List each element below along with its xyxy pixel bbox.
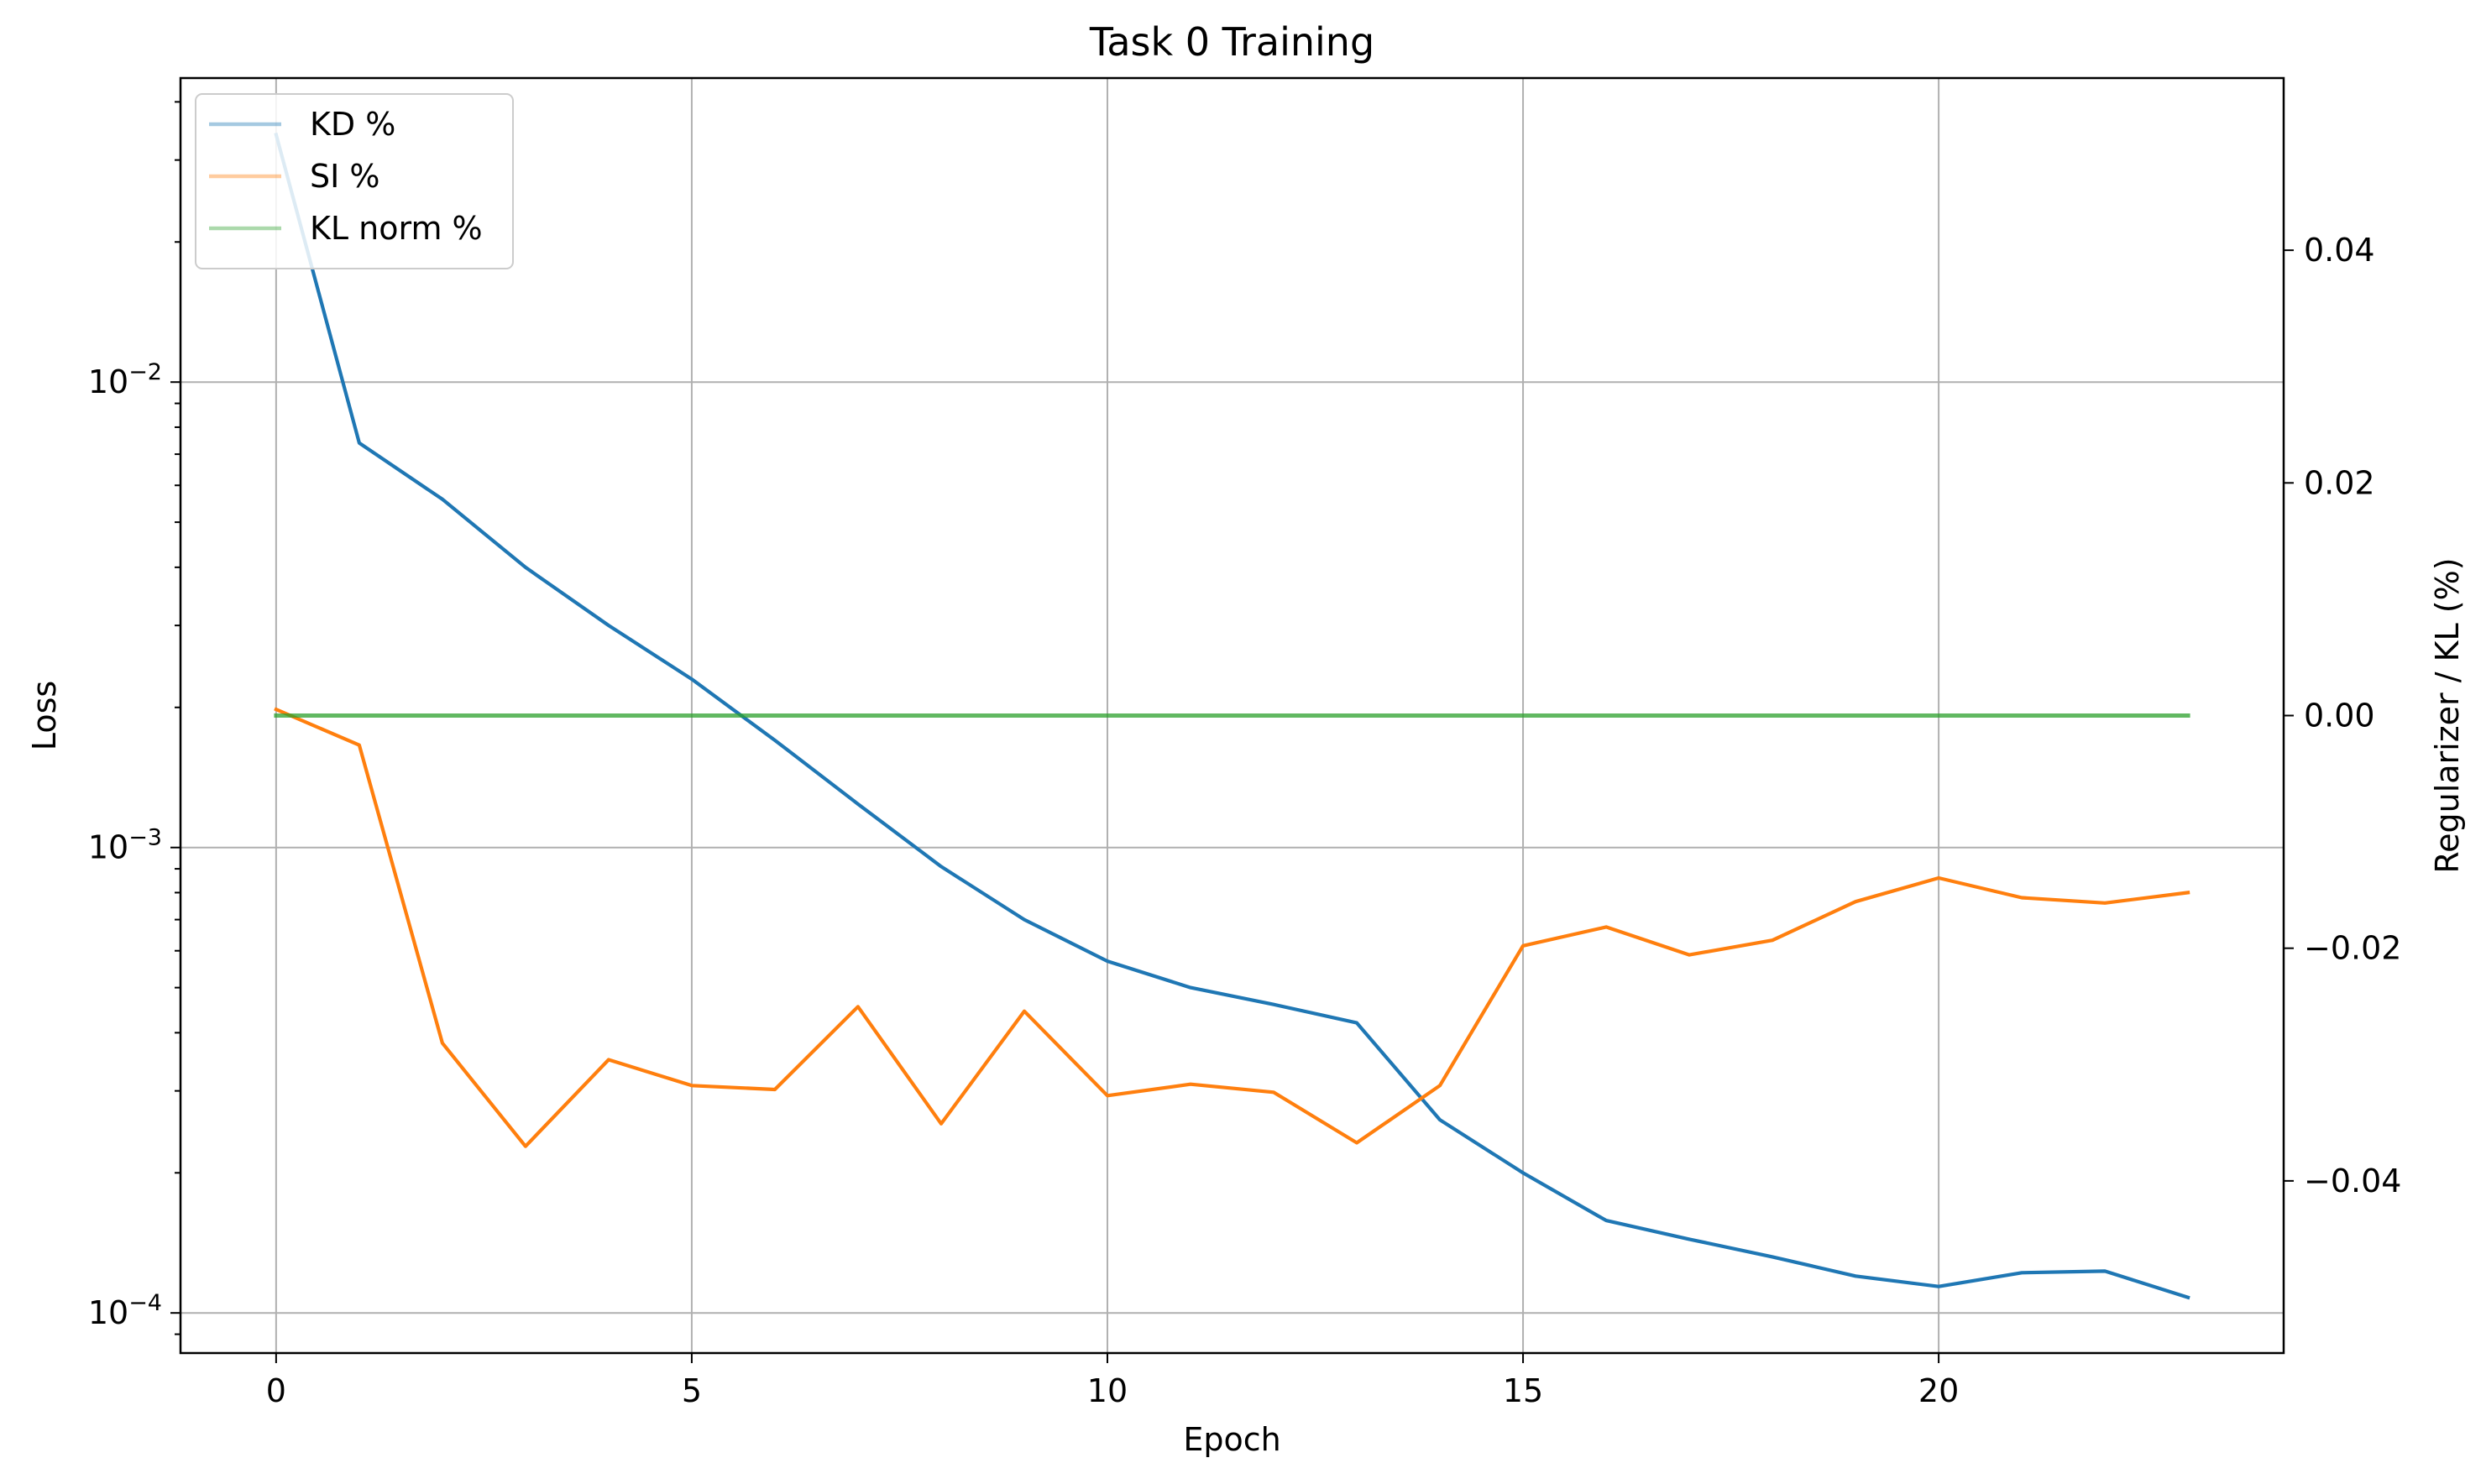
x-tick-label: 10 — [1087, 1372, 1128, 1409]
y-axis-label: Loss — [26, 681, 63, 750]
series-group — [274, 132, 2190, 1300]
legend-label-0: KD % — [310, 106, 395, 143]
y2-tick-label: −0.04 — [2304, 1163, 2401, 1199]
ticks: 0 5 10 15 2010−210−310−40.040.020.00−0.02−0.… — [88, 101, 2401, 1409]
y2-tick-label: 0.04 — [2304, 232, 2375, 269]
legend-label-1: SI % — [310, 158, 380, 195]
chart-title: Task 0 Training — [1089, 19, 1374, 65]
y2-tick-label: −0.02 — [2304, 930, 2401, 967]
series-line-1 — [274, 707, 2190, 1148]
y-tick-exponent: −4 — [128, 1290, 162, 1316]
x-axis-label: Epoch — [1183, 1421, 1280, 1458]
y2-axis-label: Regularizer / KL (%) — [2429, 557, 2466, 873]
y-tick-label: 10−3 — [88, 825, 162, 866]
y-tick-label: 10−4 — [88, 1290, 162, 1331]
y2-tick-label: 0.00 — [2304, 698, 2375, 734]
y2-tick-label: 0.02 — [2304, 464, 2375, 501]
y-tick-exponent: −2 — [128, 359, 162, 385]
x-tick-label: 15 — [1503, 1372, 1543, 1409]
legend: KD % SI % KL norm % — [195, 93, 514, 269]
legend-box — [195, 93, 514, 269]
x-tick-label: 20 — [1918, 1372, 1959, 1409]
x-tick-label: 0 — [266, 1372, 286, 1409]
x-tick-label: 5 — [682, 1372, 702, 1409]
legend-label-2: KL norm % — [310, 210, 483, 247]
series-line-0 — [274, 132, 2190, 1300]
y-tick-exponent: −3 — [128, 825, 162, 851]
